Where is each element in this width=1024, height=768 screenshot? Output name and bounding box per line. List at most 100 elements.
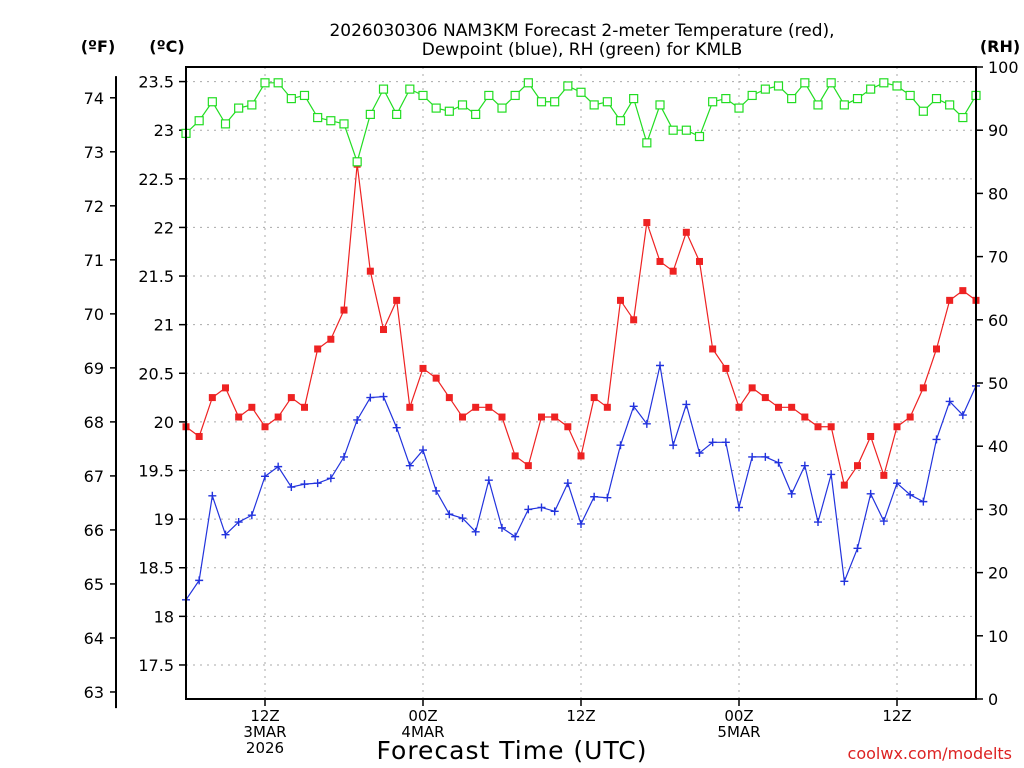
temperature-point	[327, 335, 335, 343]
temperature-point	[933, 345, 940, 353]
temperature-point	[919, 384, 927, 392]
rh-point	[918, 106, 928, 116]
dewpoint-point	[577, 519, 585, 528]
dewpoint-point	[629, 402, 638, 411]
dewpoint-point	[195, 576, 204, 585]
dewpoint-point	[761, 452, 770, 461]
celsius-tick-label: 22.5	[138, 170, 174, 189]
celsius-tick-label: 17.5	[138, 656, 174, 675]
dewpoint-point	[879, 517, 888, 526]
rh-point	[523, 78, 533, 88]
dewpoint-point	[484, 476, 493, 485]
temperature-point	[775, 403, 782, 411]
temperature-point	[261, 423, 269, 431]
temperature-point	[590, 394, 598, 402]
dewpoint-point	[748, 452, 757, 461]
dewpoint-point	[458, 514, 467, 523]
dewpoint-point	[550, 507, 559, 516]
rh-point	[813, 100, 823, 110]
rh-point	[405, 84, 415, 94]
temperature-point	[235, 413, 243, 421]
temperature-point	[722, 364, 730, 372]
temperature-point	[406, 403, 414, 411]
temperature-point	[485, 403, 493, 411]
temperature-point	[788, 403, 796, 411]
dewpoint-point	[563, 479, 572, 488]
dewpoint-point	[234, 518, 243, 527]
rh-tick-label: 40	[988, 437, 1008, 456]
celsius-unit-label: (ºC)	[149, 37, 184, 56]
temperature-point	[248, 403, 256, 411]
temperature-point	[472, 403, 480, 411]
rh-point	[892, 81, 902, 91]
dewpoint-point	[906, 490, 915, 499]
temperature-point	[643, 219, 651, 227]
x-tick-label: 12Z	[250, 707, 279, 725]
rh-point	[787, 93, 797, 104]
celsius-axis: 17.5 18 18.5 19 19.5 20 20.5 21 21.5 22 22.5 23 23.5	[138, 73, 186, 675]
x-tick-label: 12Z	[882, 707, 911, 725]
rh-point	[444, 106, 454, 116]
title-line: Dewpoint (blue), RH (green) for KMLB	[422, 40, 743, 60]
dewpoint-point	[432, 486, 441, 495]
temperature-point	[301, 403, 308, 411]
rh-tick-label: 70	[988, 248, 1008, 267]
rh-point	[852, 93, 863, 104]
rh-point	[760, 84, 770, 94]
rh-point	[931, 93, 942, 104]
dewpoint-point	[919, 497, 928, 506]
temperature-point	[511, 452, 519, 460]
temperature-point	[709, 345, 717, 353]
rh-tick-label: 50	[988, 374, 1008, 393]
dewpoint-point	[656, 361, 664, 370]
temperature-point	[617, 296, 624, 304]
dewpoint-point	[735, 503, 743, 512]
x-tick-label: 2026	[246, 739, 284, 757]
dewpoint-point	[419, 446, 427, 455]
dewpoint-point	[603, 493, 612, 502]
temperature-point	[893, 423, 901, 431]
rh-point	[365, 109, 375, 120]
dewpoint-point	[274, 462, 283, 471]
dewpoint-point	[287, 483, 296, 492]
temperature-point	[538, 413, 545, 421]
rh-point	[352, 157, 362, 167]
rh-point	[207, 97, 217, 107]
rh-point	[694, 131, 705, 142]
dewpoint-point	[787, 489, 796, 498]
x-tick-label: 00Z	[724, 707, 753, 725]
temperature-point	[551, 413, 559, 421]
temperature-point	[840, 481, 848, 489]
fahrenheit-tick-label: 66	[84, 521, 104, 540]
temperature-point	[419, 364, 427, 372]
temperature-point	[748, 384, 756, 392]
temperature-point	[274, 413, 282, 421]
rh-point	[392, 109, 402, 120]
title-line: 2026030306 NAM3KM Forecast 2-meter Tempe…	[329, 21, 834, 41]
rh-unit-label: (RH)	[980, 37, 1020, 56]
temperature-point	[880, 471, 888, 479]
dewpoint-point	[471, 527, 480, 536]
celsius-tick-label: 19.5	[138, 462, 174, 481]
temperature-point	[195, 432, 203, 440]
temperature-point	[603, 403, 611, 411]
rh-tick-label: 100	[988, 58, 1019, 77]
rh-point	[431, 103, 441, 113]
dewpoint-point	[340, 452, 348, 461]
celsius-tick-label: 22	[154, 218, 174, 237]
rh-tick-label: 20	[988, 564, 1008, 583]
dewpoint-point	[893, 479, 901, 488]
x-tick-label: 00Z	[408, 707, 437, 725]
rh-point	[550, 97, 560, 107]
rh-point	[273, 78, 283, 88]
rh-tick-label: 0	[988, 690, 998, 709]
rh-point	[589, 100, 599, 110]
temperature-point	[287, 394, 295, 402]
rh-point	[734, 103, 744, 113]
x-tick-label: 12Z	[566, 707, 595, 725]
temperature-point	[854, 462, 861, 470]
temperature-point	[564, 423, 572, 431]
fahrenheit-tick-label: 68	[84, 413, 104, 432]
celsius-tick-label: 21	[154, 316, 174, 335]
